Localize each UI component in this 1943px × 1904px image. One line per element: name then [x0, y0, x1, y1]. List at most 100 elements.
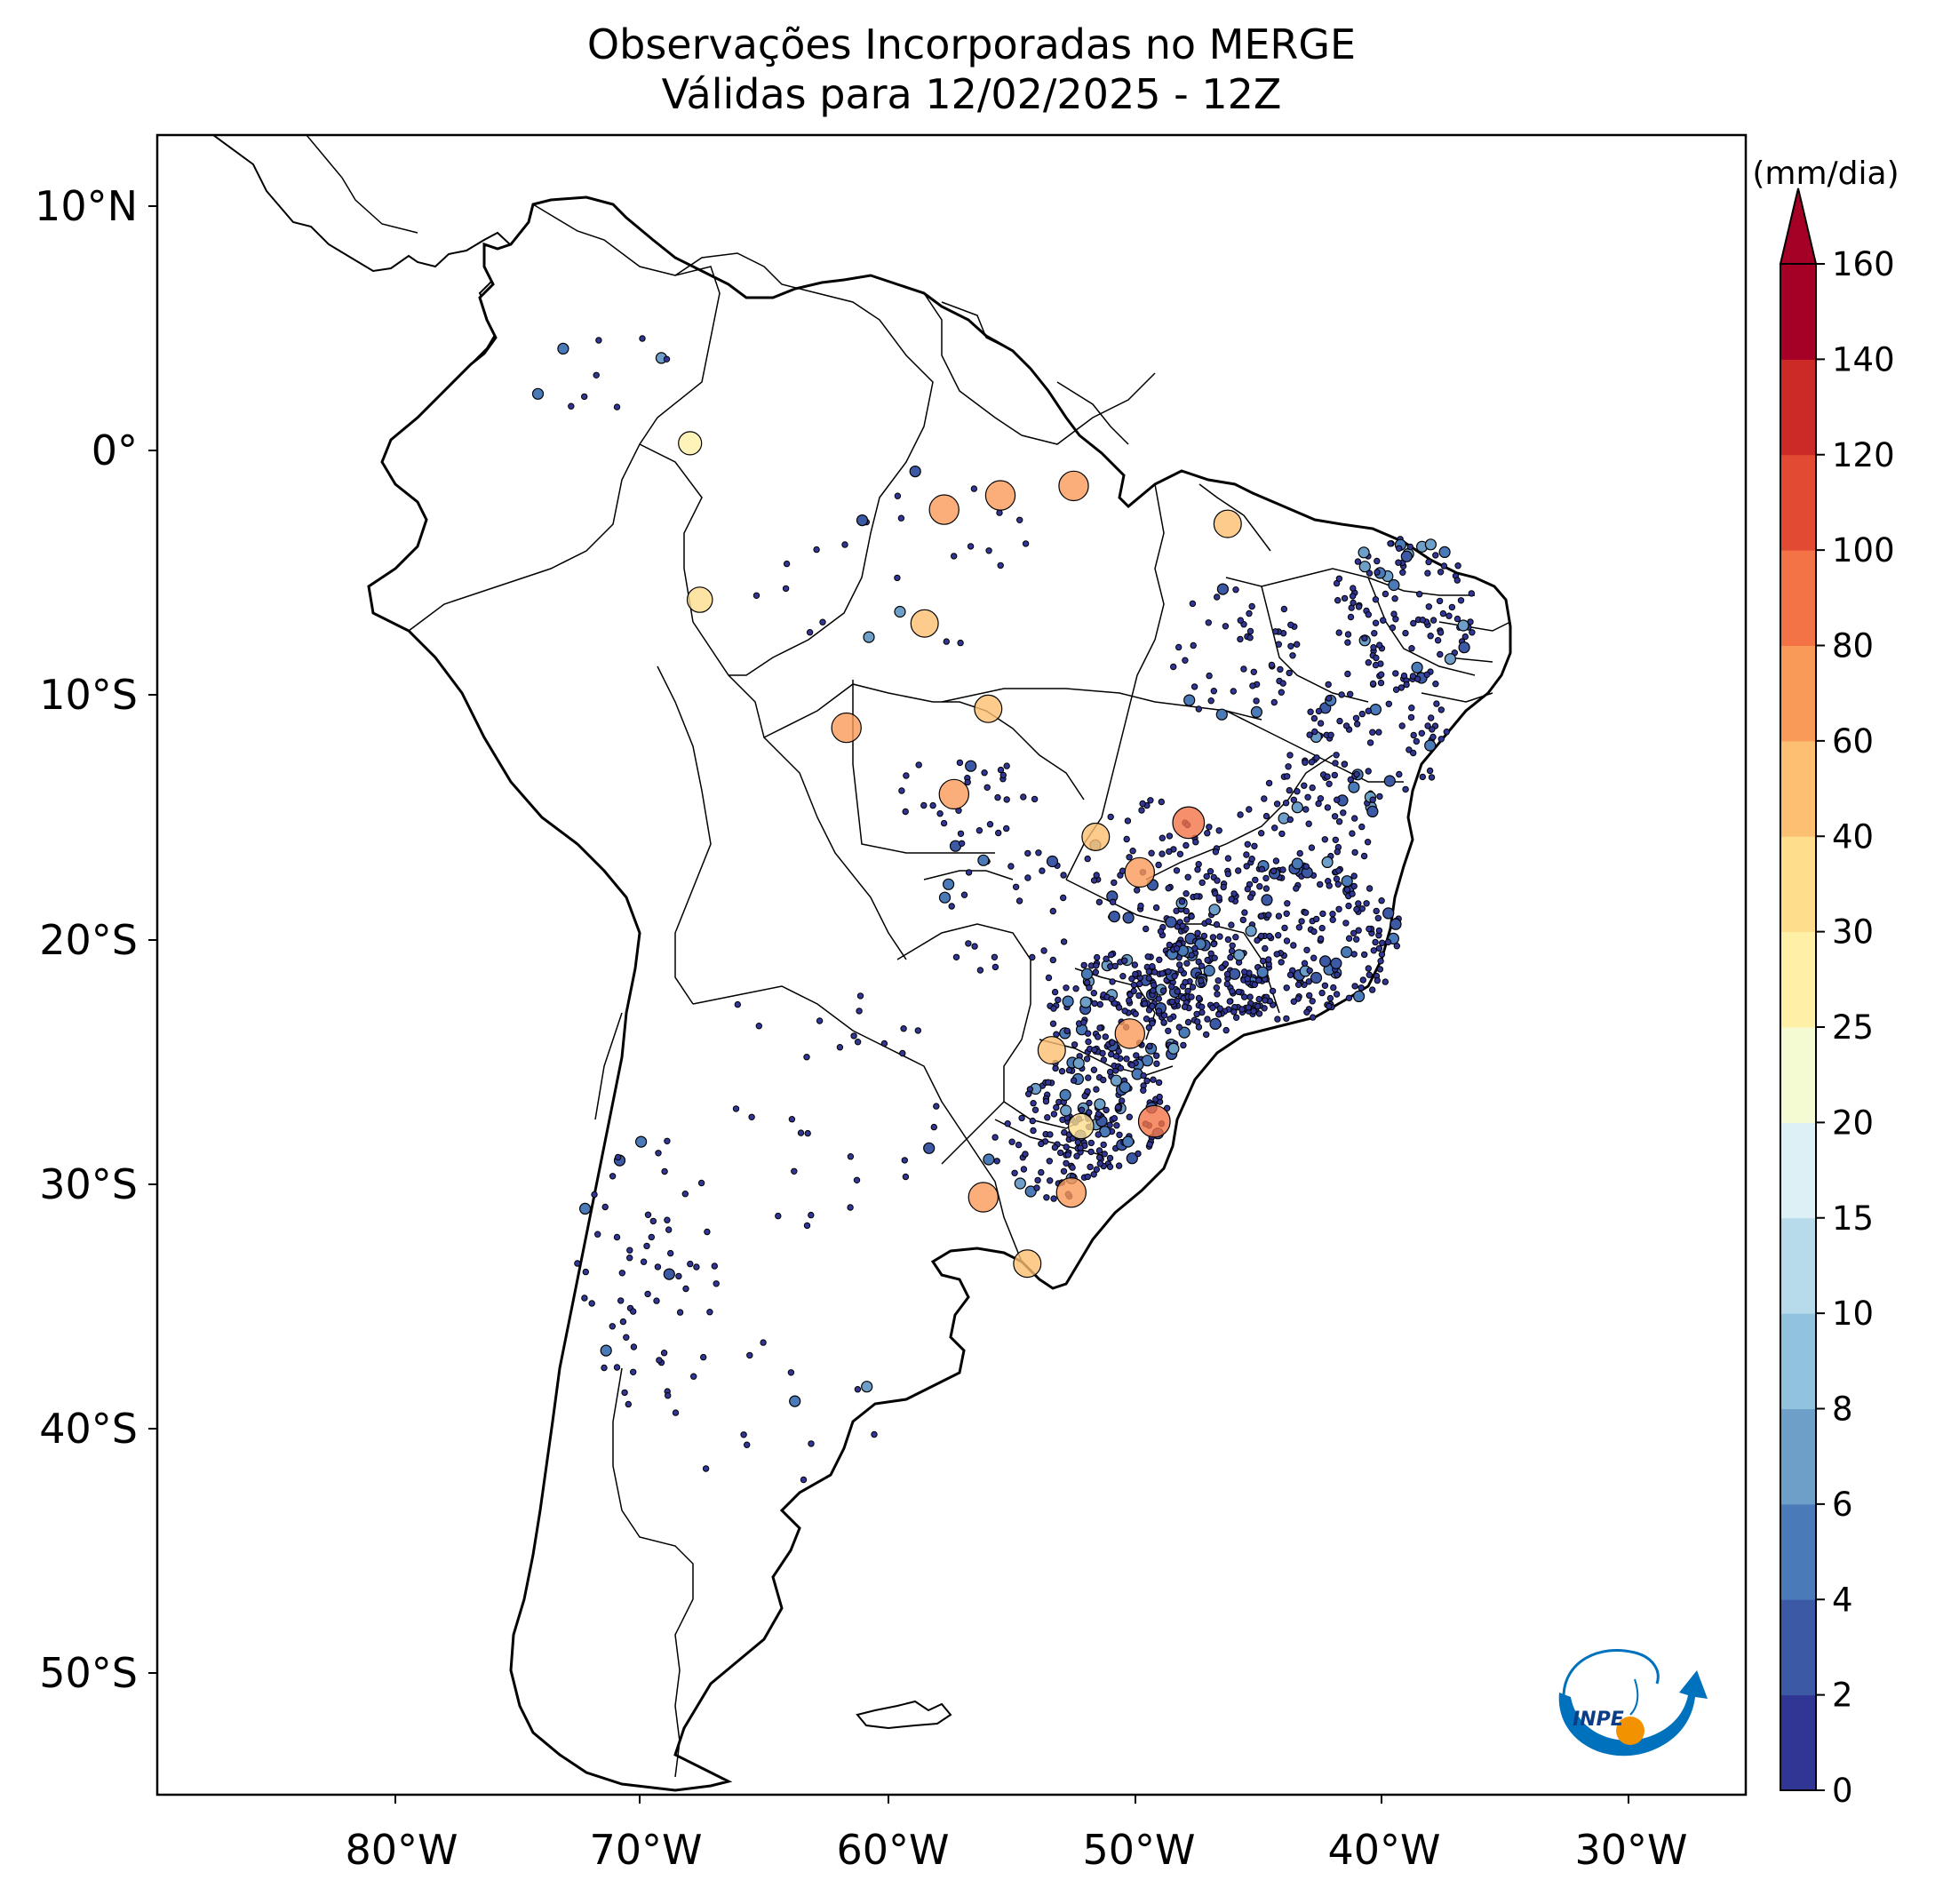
station-dot	[1309, 784, 1316, 792]
station-dot	[1260, 957, 1267, 965]
station-dot	[1262, 997, 1269, 1004]
station-dot	[1434, 637, 1442, 644]
station-dot	[1047, 1177, 1054, 1184]
station-dot	[1277, 665, 1284, 673]
station-dot	[1117, 1064, 1125, 1072]
station-dot	[1347, 690, 1354, 697]
station-dot	[1354, 721, 1361, 728]
station-dot	[1437, 569, 1445, 576]
station-dot	[1307, 708, 1314, 715]
station-dot	[1072, 1057, 1085, 1070]
station-dot	[1128, 975, 1135, 983]
station-dot	[1274, 1016, 1281, 1023]
station-dot	[1321, 982, 1329, 990]
station-dot	[1343, 886, 1351, 894]
station-dot	[1248, 856, 1255, 863]
station-dot	[1372, 596, 1380, 603]
station-dot	[1333, 991, 1341, 998]
station-dot	[595, 337, 602, 344]
station-dot	[1191, 944, 1198, 952]
station-dot	[1350, 951, 1358, 958]
station-dot	[1172, 806, 1206, 840]
station-dot	[1159, 970, 1167, 977]
station-dot	[856, 992, 864, 1000]
station-dot	[1031, 795, 1039, 803]
station-dot	[1166, 848, 1173, 856]
station-dot	[1096, 1024, 1103, 1032]
station-dot	[740, 1431, 747, 1438]
station-dot	[1165, 1027, 1172, 1035]
station-dot	[1265, 912, 1272, 919]
station-dot	[861, 1381, 873, 1393]
station-dot	[1433, 700, 1440, 707]
station-dot	[1050, 1111, 1058, 1118]
station-dot	[1329, 911, 1336, 918]
station-dot	[1387, 540, 1394, 547]
station-dot	[1321, 856, 1334, 869]
station-dot	[1298, 918, 1305, 925]
station-dot	[672, 1409, 680, 1416]
station-dot	[1203, 872, 1210, 880]
station-dot	[952, 953, 960, 961]
station-dot	[1063, 1027, 1071, 1035]
station-dot	[871, 1430, 878, 1438]
station-dot	[1385, 700, 1393, 707]
station-dot	[1064, 1151, 1072, 1159]
station-dot	[1038, 1168, 1045, 1176]
station-dot	[1213, 920, 1221, 928]
station-dot	[593, 371, 600, 378]
station-dot	[986, 821, 994, 828]
station-dot	[920, 801, 928, 809]
south-america-coastline	[367, 195, 1512, 1792]
station-dot	[1080, 1019, 1087, 1026]
station-dot	[639, 335, 646, 342]
station-dot	[902, 808, 909, 816]
station-dot	[621, 1389, 628, 1397]
station-dot	[1330, 984, 1337, 992]
station-dot	[1341, 594, 1349, 602]
station-dot	[1273, 801, 1281, 808]
colorbar-tick-label: 60	[1832, 722, 1874, 761]
station-dot	[1062, 995, 1074, 1008]
station-dot	[1106, 1068, 1114, 1076]
station-dot	[1378, 897, 1385, 904]
lat-ticks: 10°N 0° 10°S 20°S 30°S 40°S 50°S	[35, 182, 157, 1697]
station-dot	[856, 514, 869, 527]
station-dot	[1232, 1014, 1240, 1022]
station-dot	[1232, 934, 1239, 941]
station-dot	[1256, 966, 1269, 978]
station-dot	[1081, 822, 1111, 851]
station-dot	[1318, 989, 1326, 997]
station-dot	[1022, 540, 1030, 547]
station-dot	[1369, 986, 1376, 993]
station-dot	[613, 403, 621, 410]
station-dot	[1050, 1195, 1057, 1202]
station-dot	[1402, 785, 1409, 793]
station-dot	[1275, 641, 1283, 648]
station-dot	[1228, 896, 1235, 903]
station-dot	[854, 1386, 862, 1393]
station-dot	[1218, 964, 1225, 971]
station-dot	[1376, 641, 1383, 649]
station-dot	[977, 854, 990, 866]
station-dot	[1049, 907, 1057, 915]
station-dot	[654, 1263, 662, 1271]
station-dot	[1168, 983, 1175, 991]
station-dot	[1108, 995, 1115, 1003]
station-dot	[1184, 873, 1191, 880]
station-dot	[1208, 904, 1221, 916]
station-dot	[1448, 603, 1456, 611]
station-dot	[1070, 1077, 1078, 1084]
station-dot	[1409, 673, 1417, 680]
station-dot	[1428, 774, 1436, 781]
station-dot	[1353, 770, 1360, 778]
station-dot	[1400, 550, 1413, 562]
station-dot	[1308, 844, 1316, 851]
station-dot	[1194, 866, 1201, 873]
station-dot	[1365, 768, 1372, 775]
station-dot	[1114, 1018, 1146, 1049]
station-dot	[1365, 659, 1373, 666]
station-dot	[991, 953, 999, 961]
station-dot	[1382, 590, 1390, 598]
station-dot	[1335, 867, 1342, 874]
